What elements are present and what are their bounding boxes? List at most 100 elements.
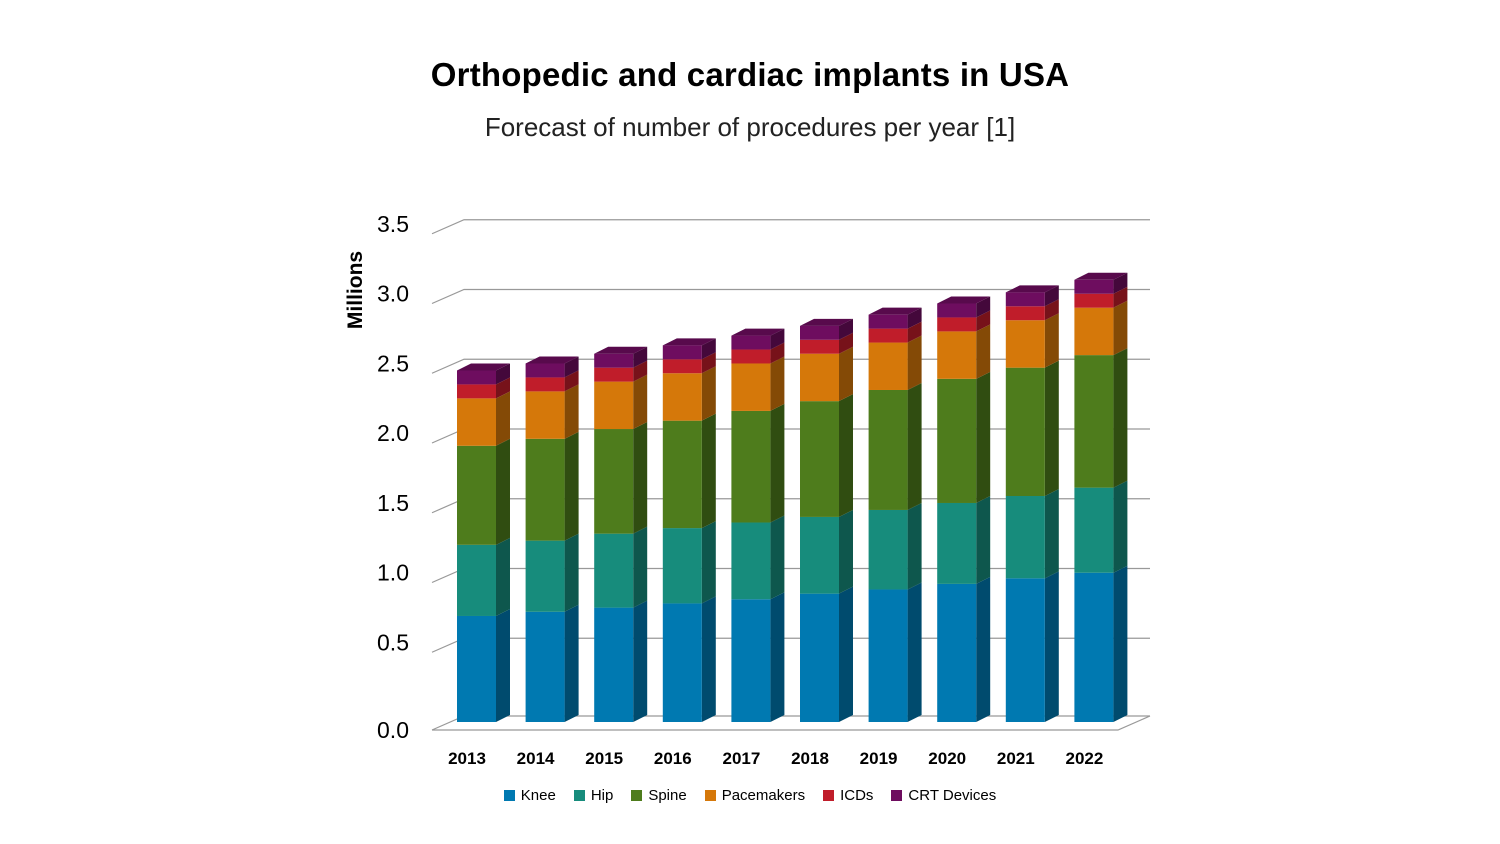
bar-spine <box>662 420 702 529</box>
bar-crt-devices <box>594 353 634 368</box>
legend-swatch <box>823 790 835 801</box>
x-tick-label: 2013 <box>448 749 486 768</box>
bar-icds <box>1005 306 1045 321</box>
bar-hip <box>731 522 771 600</box>
bar-side-crt-devices <box>633 346 648 368</box>
legend-item: Knee <box>503 787 556 804</box>
bar-side-icds <box>907 321 922 343</box>
bar-top <box>594 346 648 354</box>
bar-side-hip <box>907 502 922 590</box>
bar-side-pacemakers <box>633 374 648 430</box>
bar-knee <box>1074 572 1114 722</box>
bar-side-spine <box>496 438 510 545</box>
bar-side-hip <box>496 537 510 616</box>
bar-side-icds <box>1044 299 1059 321</box>
gridline <box>431 288 1150 305</box>
x-tick-label: 2018 <box>791 749 829 768</box>
bar-top <box>457 363 510 371</box>
bar-pacemakers <box>868 342 908 390</box>
chart-subtitle: Forecast of number of procedures per yea… <box>484 112 1016 142</box>
bar-stack-2020 <box>937 296 991 722</box>
bar-side-pacemakers <box>907 335 922 390</box>
bar-knee <box>868 589 908 722</box>
bar-top <box>1074 272 1128 280</box>
bar-side-knee <box>701 596 716 722</box>
bar-side-icds <box>701 352 716 374</box>
bar-hip <box>1005 496 1045 579</box>
bar-stack-2021 <box>1005 285 1059 722</box>
x-tick-label: 2016 <box>654 749 692 768</box>
y-tick-label: 3.5 <box>377 211 409 237</box>
bar-side-crt-devices <box>839 318 853 340</box>
bar-top <box>868 307 922 315</box>
bar-side-pacemakers <box>701 366 716 421</box>
y-tick-label: 2.0 <box>377 420 409 446</box>
y-tick-label: 0.0 <box>377 717 409 743</box>
bar-hip <box>800 516 839 594</box>
y-tick-label: 0.5 <box>377 629 409 655</box>
bar-knee <box>525 611 565 722</box>
bar-spine <box>457 445 496 545</box>
bar-side-crt-devices <box>770 328 785 350</box>
legend-swatch <box>631 790 643 801</box>
bar-stack-2017 <box>731 328 785 722</box>
bar-spine <box>1074 355 1114 488</box>
bar-spine <box>731 410 771 523</box>
bar-icds <box>868 328 908 343</box>
bar-icds <box>457 384 496 399</box>
legend-item: ICDs <box>823 787 873 804</box>
bar-side-knee <box>839 586 853 722</box>
y-tick-label: 1.0 <box>377 560 409 586</box>
bar-crt-devices <box>1005 292 1045 307</box>
bar-side-pacemakers <box>770 356 785 411</box>
bar-icds <box>594 367 634 382</box>
bar-crt-devices <box>662 345 702 360</box>
bar-knee <box>594 607 634 722</box>
bar-side-crt-devices <box>564 356 579 378</box>
legend-label: Pacemakers <box>721 787 806 804</box>
bar-knee <box>800 593 839 722</box>
bar-side-hip <box>839 509 853 594</box>
bar-side-hip <box>701 521 716 604</box>
bar-top <box>937 296 991 304</box>
legend-label: Knee <box>520 787 556 804</box>
bar-side-pacemakers <box>1113 300 1128 356</box>
bar-pacemakers <box>1005 320 1045 368</box>
bar-pacemakers <box>937 331 977 379</box>
bar-hip <box>1074 487 1114 573</box>
bar-stacks <box>457 272 1128 722</box>
bar-side-spine <box>839 394 853 517</box>
bar-side-pacemakers <box>1044 313 1059 368</box>
legend-label: Spine <box>648 787 687 804</box>
chart-title: Orthopedic and cardiac implants in USA <box>430 56 1070 93</box>
bar-icds <box>525 377 565 392</box>
legend-swatch <box>704 790 716 801</box>
bar-pacemakers <box>800 353 839 402</box>
bar-side-pacemakers <box>976 324 991 379</box>
bar-side-icds <box>770 342 785 364</box>
x-tick-label: 2021 <box>997 749 1035 768</box>
bar-pacemakers <box>594 381 634 430</box>
x-axis-ticks: 2013 2014 2015 2016 2017 2018 2019 2020 2021 2022 <box>448 749 1103 768</box>
bar-side-spine <box>907 382 922 510</box>
legend: Knee Hip Spine Pacemakers ICDs CRT Devices <box>0 787 1500 804</box>
bar-icds <box>937 317 977 332</box>
bar-side-crt-devices <box>1044 285 1059 307</box>
bar-stack-2019 <box>868 307 922 722</box>
bar-hip <box>594 533 634 608</box>
legend-item: CRT Devices <box>891 787 996 804</box>
bar-side-hip <box>1113 480 1128 573</box>
bar-icds <box>800 339 839 354</box>
bar-side-hip <box>770 515 785 600</box>
bar-top <box>731 328 785 336</box>
x-tick-label: 2022 <box>1065 749 1103 768</box>
bar-side-icds <box>976 310 991 332</box>
y-tick-label: 1.5 <box>377 490 409 516</box>
bar-spine <box>800 401 839 517</box>
bar-side-crt-devices <box>907 307 922 329</box>
bar-side-pacemakers <box>496 391 510 446</box>
bar-icds <box>662 359 702 374</box>
bar-crt-devices <box>731 335 771 350</box>
bar-side-spine <box>1044 360 1059 497</box>
y-axis-label: Millions <box>344 251 367 329</box>
